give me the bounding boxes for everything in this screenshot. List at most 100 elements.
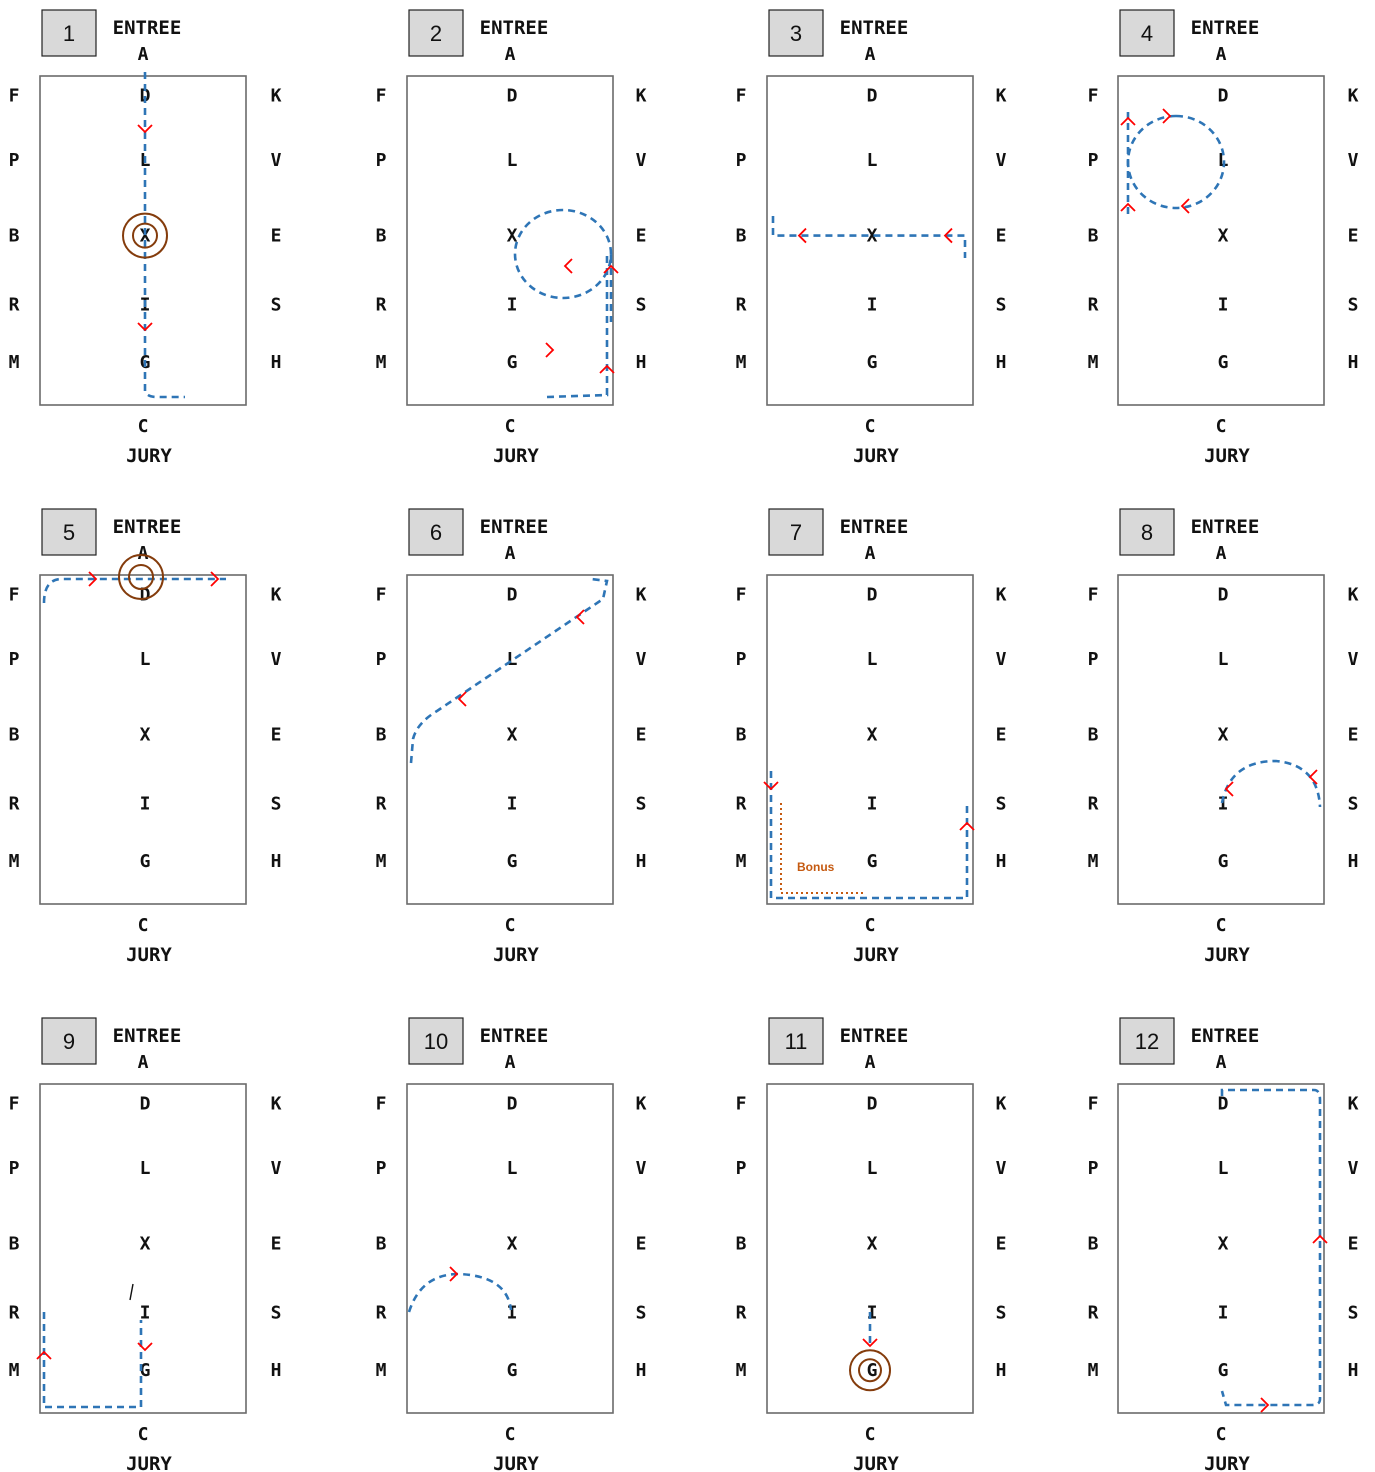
arena-letter-right: V xyxy=(1348,150,1359,171)
panel-number: 2 xyxy=(430,21,442,46)
judge-label: JURY xyxy=(1204,1453,1250,1472)
arena-letter-right: K xyxy=(1348,86,1359,107)
arena-letter-centre: D xyxy=(140,1094,151,1115)
arena-letter-centre: I xyxy=(507,295,518,316)
movement-panel-2: 2 ENTREE A F D K P L V B X E R I S M G H C JURY xyxy=(376,9,647,467)
direction-arrow-icon xyxy=(959,821,975,831)
arena-letter-right: V xyxy=(271,1158,282,1179)
letter-c: C xyxy=(505,1424,516,1445)
panel-number-box xyxy=(41,9,97,57)
arena-letter-centre: X xyxy=(507,725,518,746)
letter-a: A xyxy=(505,1052,516,1073)
arena-letter-left: P xyxy=(1088,150,1099,171)
route-line xyxy=(1220,1088,1322,1407)
direction-arrow-icon xyxy=(603,264,619,274)
arena-letter-centre: L xyxy=(867,150,878,171)
letter-a: A xyxy=(138,543,149,564)
arena-letter-centre: G xyxy=(140,851,151,872)
arena-letter-right: V xyxy=(996,649,1007,670)
entrance-label: ENTREE xyxy=(113,17,182,39)
panel-number: 4 xyxy=(1141,21,1153,46)
panel-number-box xyxy=(408,9,464,57)
arena-letter-centre: G xyxy=(140,1360,151,1381)
arena-letter-left: F xyxy=(1088,585,1099,606)
arena-letter-right: H xyxy=(271,352,282,373)
arena-letter-centre: G xyxy=(507,851,518,872)
arena-letter-right: V xyxy=(1348,1158,1359,1179)
arena-letter-right: K xyxy=(636,86,647,107)
arena-letter-right: K xyxy=(271,585,282,606)
arena-letter-right: V xyxy=(636,649,647,670)
arena-letter-right: S xyxy=(271,794,282,815)
arena-letter-left: M xyxy=(1088,352,1099,373)
arena-letter-centre: X xyxy=(507,226,518,247)
arena-letter-left: F xyxy=(9,1094,20,1115)
direction-arrow-icon xyxy=(137,1342,153,1352)
panel-number-box xyxy=(768,9,824,57)
arena-letter-left: B xyxy=(736,226,747,247)
arena-letter-centre: X xyxy=(867,226,878,247)
arena-letter-right: V xyxy=(996,150,1007,171)
arena-letter-right: S xyxy=(1348,295,1359,316)
arena-letter-left: B xyxy=(376,226,387,247)
judge-label: JURY xyxy=(493,944,539,966)
arena-letter-left: M xyxy=(9,851,20,872)
arena-letter-left: R xyxy=(376,295,387,316)
route-line xyxy=(1126,114,1226,210)
arena-letter-right: S xyxy=(1348,794,1359,815)
panel-number-box xyxy=(41,508,97,556)
arena-letter-centre: D xyxy=(507,585,518,606)
arena-letter-left: P xyxy=(736,150,747,171)
judge-label: JURY xyxy=(853,944,899,966)
direction-arrow-icon xyxy=(563,258,573,274)
arena-letter-right: H xyxy=(996,851,1007,872)
arena xyxy=(766,574,974,905)
arena-letter-centre: D xyxy=(867,585,878,606)
letter-a: A xyxy=(138,44,149,65)
arena-letter-right: E xyxy=(636,1234,647,1255)
arena-letter-centre: I xyxy=(507,1303,518,1324)
letter-c: C xyxy=(505,416,516,437)
arena-letter-right: S xyxy=(1348,1303,1359,1324)
arena-letter-left: M xyxy=(376,851,387,872)
arena-letter-right: E xyxy=(1348,226,1359,247)
entrance-label: ENTREE xyxy=(113,1025,182,1047)
entrance-label: ENTREE xyxy=(1191,1025,1260,1047)
arena-letter-right: S xyxy=(636,295,647,316)
arena-letter-left: M xyxy=(1088,1360,1099,1381)
direction-arrow-icon xyxy=(1180,198,1190,214)
arena xyxy=(1117,1083,1325,1414)
arena xyxy=(1117,75,1325,406)
arena-letter-left: M xyxy=(736,352,747,373)
letter-c: C xyxy=(1216,915,1227,936)
arena-letter-right: H xyxy=(996,1360,1007,1381)
letter-a: A xyxy=(1216,1052,1227,1073)
arena-letter-left: P xyxy=(376,649,387,670)
panel-number-box xyxy=(768,1017,824,1065)
movement-panel-12: 12 ENTREE A F D K P L V B X E R I S M G H C JURY xyxy=(1088,1017,1359,1472)
arena-letter-left: F xyxy=(1088,1094,1099,1115)
arena-letter-centre: D xyxy=(1218,86,1229,107)
route-line xyxy=(143,72,185,399)
arena-letter-right: K xyxy=(636,585,647,606)
direction-arrow-icon xyxy=(457,691,467,707)
letter-a: A xyxy=(505,44,516,65)
direction-arrow-icon xyxy=(1120,202,1136,212)
arena-letter-left: F xyxy=(736,585,747,606)
movement-panel-9: 9 ENTREE A F D K P L V B X E R I S M G H C JURY xyxy=(9,1017,282,1472)
arena-letter-right: E xyxy=(1348,725,1359,746)
direction-arrow-icon xyxy=(545,342,555,358)
arena-letter-left: M xyxy=(376,352,387,373)
arena-letter-right: V xyxy=(271,150,282,171)
panel-number: 5 xyxy=(63,520,75,545)
judge-label: JURY xyxy=(853,445,899,467)
arena xyxy=(406,1083,614,1414)
arena-letter-left: P xyxy=(736,649,747,670)
arena-letter-left: F xyxy=(1088,86,1099,107)
arena-letter-left: B xyxy=(9,226,20,247)
arena xyxy=(39,1083,247,1414)
judge-label: JURY xyxy=(126,445,172,467)
judge-label: JURY xyxy=(1204,944,1250,966)
arena-letter-left: B xyxy=(736,1234,747,1255)
